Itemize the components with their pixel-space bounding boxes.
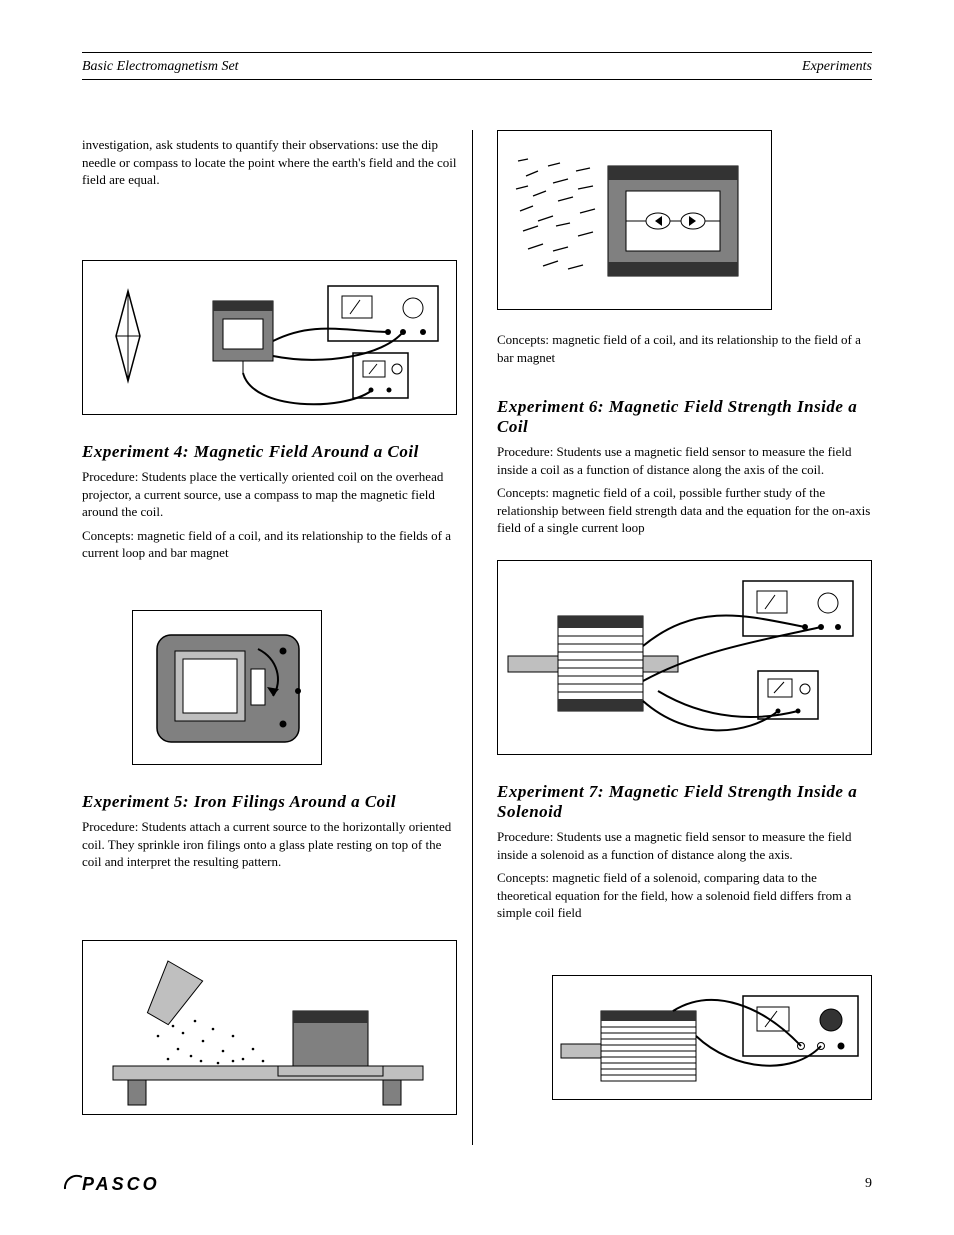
exp4-title: Experiment 4: Magnetic Field Around a Co… bbox=[82, 442, 457, 462]
figure-6-svg bbox=[498, 561, 873, 756]
page: Basic Electromagnetism Set Experiments i… bbox=[0, 0, 954, 1235]
exp7-p1: Procedure: Students use a magnetic field… bbox=[497, 828, 872, 863]
header-left: Basic Electromagnetism Set bbox=[82, 59, 239, 75]
brand-logo: PASCO bbox=[82, 1175, 160, 1193]
exp5-continued: Concepts: magnetic field of a coil, and … bbox=[497, 325, 872, 372]
exp4-p1: Procedure: Students place the vertically… bbox=[82, 468, 457, 521]
exp6-title: Experiment 6: Magnetic Field Strength In… bbox=[497, 397, 872, 437]
brand-text: PASCO bbox=[82, 1174, 160, 1194]
brand-arc-icon bbox=[62, 1171, 84, 1193]
figure-4-svg bbox=[133, 611, 323, 766]
figure-7-box bbox=[552, 975, 872, 1100]
left-column: investigation, ask students to quantify … bbox=[82, 130, 457, 1145]
figure-5-box bbox=[82, 940, 457, 1115]
figure-7-svg bbox=[553, 976, 873, 1101]
column-divider bbox=[472, 130, 473, 1145]
exp3-cont-para: investigation, ask students to quantify … bbox=[82, 136, 457, 189]
header-row: Basic Electromagnetism Set Experiments bbox=[82, 53, 872, 79]
exp3-continued: investigation, ask students to quantify … bbox=[82, 130, 457, 195]
page-header: Basic Electromagnetism Set Experiments bbox=[82, 52, 872, 80]
exp7-p2: Concepts: magnetic field of a solenoid, … bbox=[497, 869, 872, 922]
page-footer: PASCO 9 bbox=[82, 1175, 872, 1193]
exp4-p2: Concepts: magnetic field of a coil, and … bbox=[82, 527, 457, 562]
exp5: Experiment 5: Iron Filings Around a Coil… bbox=[82, 780, 457, 877]
figure-4-box bbox=[132, 610, 322, 765]
figure-6-box bbox=[497, 560, 872, 755]
figure-3-svg bbox=[83, 261, 458, 416]
exp6-p2: Concepts: magnetic field of a coil, poss… bbox=[497, 484, 872, 537]
page-number: 9 bbox=[865, 1176, 872, 1192]
exp6: Experiment 6: Magnetic Field Strength In… bbox=[497, 385, 872, 543]
exp5-cont-para: Concepts: magnetic field of a coil, and … bbox=[497, 331, 872, 366]
exp6-p1: Procedure: Students use a magnetic field… bbox=[497, 443, 872, 478]
exp5-p: Procedure: Students attach a current sou… bbox=[82, 818, 457, 871]
exp7-title: Experiment 7: Magnetic Field Strength In… bbox=[497, 782, 872, 822]
header-right: Experiments bbox=[802, 59, 872, 75]
figure-5b-svg bbox=[498, 131, 773, 311]
body-columns: investigation, ask students to quantify … bbox=[82, 130, 872, 1145]
exp7: Experiment 7: Magnetic Field Strength In… bbox=[497, 770, 872, 928]
figure-5-svg bbox=[83, 941, 458, 1116]
figure-3-box bbox=[82, 260, 457, 415]
right-column: Concepts: magnetic field of a coil, and … bbox=[497, 130, 872, 1145]
exp5-title: Experiment 5: Iron Filings Around a Coil bbox=[82, 792, 457, 812]
exp4: Experiment 4: Magnetic Field Around a Co… bbox=[82, 430, 457, 568]
header-rule-bottom bbox=[82, 79, 872, 80]
figure-5b-box bbox=[497, 130, 772, 310]
